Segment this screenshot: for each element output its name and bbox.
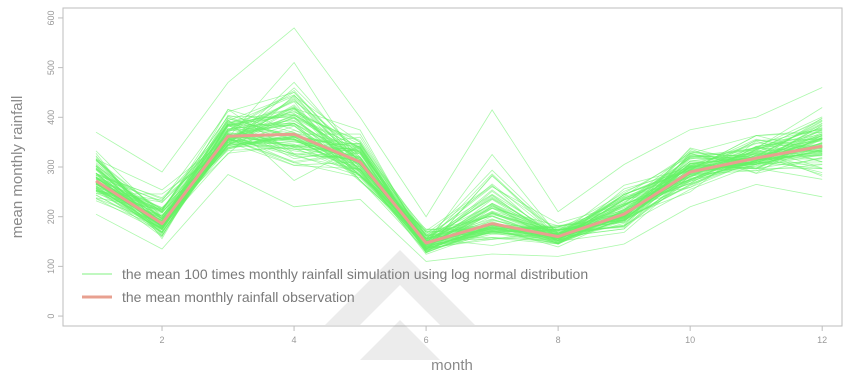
- simulation-line: [95, 174, 823, 262]
- simulation-line: [95, 128, 823, 244]
- y-axis-title: mean monthly rainfall: [9, 96, 26, 239]
- legend-label-observation: the mean monthly rainfall observation: [122, 289, 355, 305]
- observation-line-group: [95, 132, 823, 245]
- simulation-line: [95, 137, 823, 237]
- y-axis: 0 100 200 300 400 500 600: [46, 10, 63, 319]
- simulation-line: [95, 27, 823, 218]
- x-tick-label: 6: [424, 335, 429, 345]
- y-tick-label: 500: [46, 60, 56, 75]
- x-tick-label: 8: [556, 335, 561, 345]
- x-tick-label: 10: [685, 335, 695, 345]
- simulation-line: [95, 134, 823, 239]
- simulation-line: [95, 135, 823, 247]
- y-tick-label: 200: [46, 209, 56, 224]
- simulation-line: [95, 107, 823, 245]
- watermark-logo: [325, 250, 475, 360]
- x-tick-label: 12: [817, 335, 827, 345]
- y-tick-label: 100: [46, 259, 56, 274]
- observation-line: [95, 132, 823, 245]
- x-axis: 2 4 6 8 10 12: [160, 326, 827, 345]
- legend-label-simulation: the mean 100 times monthly rainfall simu…: [122, 266, 588, 282]
- simulation-line: [95, 115, 823, 243]
- watermark-arrow-shape: [325, 250, 475, 325]
- simulation-lines: [95, 27, 823, 262]
- legend: the mean 100 times monthly rainfall simu…: [82, 266, 588, 305]
- y-tick-label: 400: [46, 110, 56, 125]
- y-tick-label: 0: [46, 314, 56, 319]
- x-axis-title: month: [431, 357, 473, 374]
- y-tick-label: 600: [46, 10, 56, 25]
- x-tick-label: 2: [160, 335, 165, 345]
- x-tick-label: 4: [292, 335, 297, 345]
- watermark-base-shape: [360, 320, 440, 360]
- y-tick-label: 300: [46, 159, 56, 174]
- simulation-line: [95, 119, 823, 246]
